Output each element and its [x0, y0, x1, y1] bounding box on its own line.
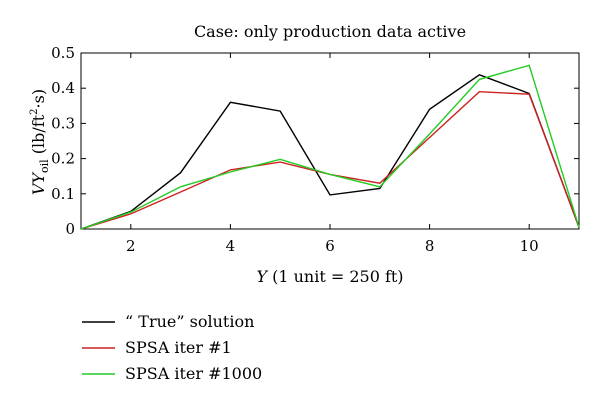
- x-axis-label: Y (1 unit = 250 ft): [256, 267, 403, 286]
- x-tick-label: 6: [325, 237, 335, 255]
- legend-label: SPSA iter #1000: [125, 364, 262, 383]
- legend-label: SPSA iter #1: [125, 338, 232, 357]
- series-line-2: [80, 90, 580, 230]
- y-tick-label: 0.1: [51, 185, 75, 203]
- y-tick-label: 0.5: [51, 44, 75, 62]
- x-tick-label: 10: [520, 237, 539, 255]
- chart-title: Case: only production data active: [194, 22, 466, 41]
- y-axis-label: VYoil (lb/ft2·s): [29, 89, 51, 195]
- x-axis-ticks: 2 4 6 8 10: [126, 53, 539, 255]
- y-tick-label: 0.3: [51, 114, 75, 132]
- series-line-3: [80, 64, 580, 230]
- series-line-1: [80, 74, 580, 230]
- x-tick-label: 8: [425, 237, 435, 255]
- y-axis-ticks: 0 0.1 0.2 0.3 0.4 0.5: [51, 44, 579, 238]
- legend: “ True” solution SPSA iter #1 SPSA iter #1…: [82, 312, 262, 383]
- y-tick-label: 0.2: [51, 150, 75, 168]
- legend-label: “ True” solution: [125, 312, 254, 331]
- y-tick-label: 0.4: [51, 79, 75, 97]
- x-tick-label: 2: [126, 237, 136, 255]
- series-lines: [80, 64, 580, 230]
- x-tick-label: 4: [226, 237, 236, 255]
- y-tick-label: 0: [65, 220, 75, 238]
